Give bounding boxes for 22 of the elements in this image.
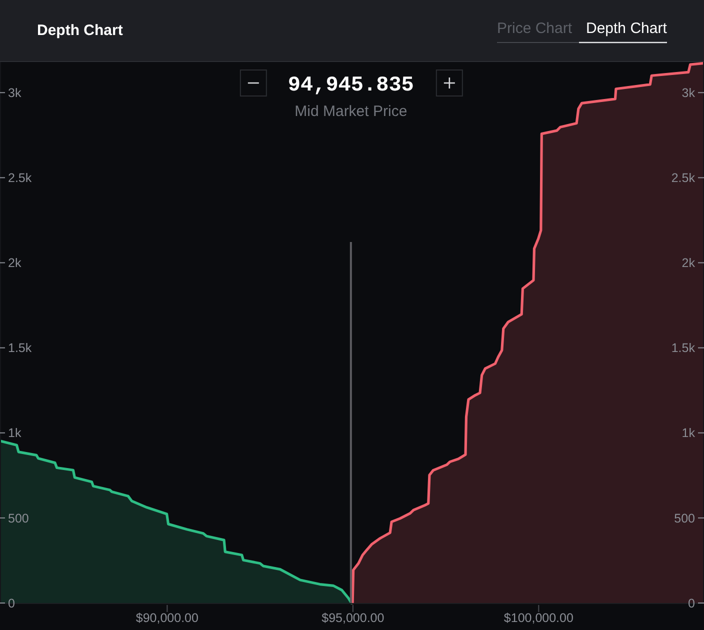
annotation: Mid Market Price [294, 103, 408, 120]
y-tick-label: 0 [8, 596, 15, 610]
y2-tick-label: 2.5k [671, 171, 696, 186]
annotation: 94,945.835 [288, 74, 414, 98]
y-tick-label: 1k [8, 426, 22, 440]
y-tick-label: 500 [8, 511, 29, 526]
y-tick-label: 1.5k [8, 341, 32, 356]
y2-tick-label: 1k [682, 426, 696, 440]
y2-tick-label: 3k [682, 86, 696, 100]
text: Price Chart [497, 20, 573, 37]
x-tick-label: $95,000.00 [322, 611, 384, 625]
y2-tick-label: 500 [674, 511, 696, 526]
y2-tick-label: 1.5k [671, 341, 696, 356]
y2-tick-label: 0 [688, 596, 696, 610]
chart-title: Depth Chart [37, 22, 123, 39]
text: Depth Chart [586, 20, 668, 37]
y-tick-label: 3k [8, 86, 22, 100]
y-tick-label: 2k [8, 256, 22, 270]
y2-tick-label: 2k [682, 256, 696, 270]
x-tick-label: $100,000.00 [504, 611, 574, 625]
y-tick-label: 2.5k [8, 171, 32, 186]
x-tick-label: $90,000.00 [136, 611, 199, 625]
